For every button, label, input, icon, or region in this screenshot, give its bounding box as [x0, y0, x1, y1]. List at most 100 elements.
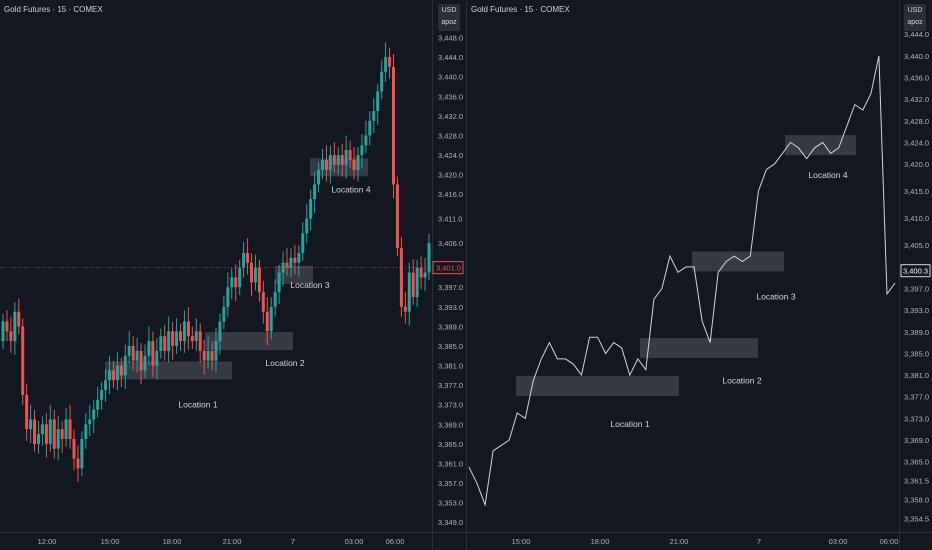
right-x-tick-label: 15:00	[512, 537, 531, 546]
right-currency-badge[interactable]: USD apoz	[904, 4, 926, 31]
candle-body	[100, 390, 104, 400]
right-location-4-label: Location 4	[808, 170, 847, 180]
candle-body	[139, 350, 143, 371]
right-zone-location-4	[785, 135, 856, 156]
right-unit: apoz	[907, 19, 923, 26]
left-y-tick-label: 3,444.0	[438, 53, 463, 62]
candle-body	[352, 159, 356, 170]
candle-body	[384, 57, 388, 72]
left-unit: apoz	[441, 19, 457, 26]
right-location-3-label: Location 3	[756, 292, 795, 302]
left-y-tick-label: 3,424.0	[438, 151, 463, 160]
candle-body	[21, 326, 25, 395]
right-y-tick-label: 3,389.0	[904, 328, 929, 337]
candle-body	[324, 159, 328, 170]
right-currency: USD	[907, 7, 923, 14]
candle-body	[364, 135, 368, 146]
candle-body	[261, 292, 265, 312]
candle-body	[190, 336, 194, 342]
right-x-tick-label: 03:00	[829, 537, 848, 546]
candle-body	[104, 380, 108, 391]
right-location-1-label: Location 1	[610, 419, 649, 429]
right-zone-location-3	[692, 251, 784, 272]
left-zone-location-2	[205, 332, 293, 351]
right-zone-location-1	[516, 375, 679, 396]
left-y-tick-label: 3,406.0	[438, 239, 463, 248]
left-currency-badge[interactable]: USD apoz	[438, 4, 460, 31]
right-chart-pane[interactable]: 3,444.0 3,440.0 3,436.0 3,432.0 3,428.0 3,424…	[466, 0, 932, 550]
left-y-tick-label: 3,365.0	[438, 440, 463, 449]
candle-body	[56, 429, 60, 449]
candle-body	[186, 321, 190, 337]
right-zone-location-2	[640, 338, 758, 359]
candle-body	[37, 434, 40, 444]
left-y-tick-label: 3,381.0	[438, 362, 463, 371]
candle-body	[175, 331, 179, 346]
candle-body	[131, 345, 135, 361]
candle-body	[380, 71, 384, 92]
candle-body	[33, 419, 37, 444]
candle-body	[80, 438, 84, 469]
left-y-tick-label: 3,349.0	[438, 518, 463, 527]
right-x-tick-label: 06:00	[880, 537, 899, 546]
candle-body	[392, 66, 395, 185]
left-price-tag	[432, 261, 464, 275]
candle-body	[317, 169, 321, 185]
left-price-axis[interactable]	[432, 0, 466, 550]
candle-body	[17, 311, 21, 327]
candle-body	[202, 350, 206, 361]
candle-body	[336, 155, 340, 165]
left-x-tick-label: 12:00	[38, 537, 57, 546]
left-x-tick-label: 06:00	[386, 537, 405, 546]
candle-body	[167, 331, 171, 351]
candle-body	[127, 345, 131, 356]
right-y-tick-label: 3,424.0	[904, 138, 929, 147]
candle-body	[407, 272, 411, 312]
left-chart-pane[interactable]: 3,448.0 3,444.0 3,440.0 3,436.0 3,432.0 3,428…	[0, 0, 466, 550]
right-location-2-label: Location 2	[722, 376, 761, 386]
candle-body	[340, 155, 344, 165]
candle-body	[344, 150, 348, 165]
candle-body	[356, 155, 360, 170]
candle-body	[321, 159, 324, 170]
candle-body	[399, 248, 403, 307]
right-y-tick-label: 3,444.0	[904, 30, 929, 39]
candle-body	[289, 257, 293, 268]
candle-body	[265, 311, 269, 332]
right-y-tick-label: 3,436.0	[904, 74, 929, 83]
candle-body	[171, 331, 175, 346]
candle-body	[419, 267, 423, 278]
candle-body	[423, 272, 427, 278]
candle-body	[108, 370, 111, 381]
candle-body	[155, 350, 159, 366]
left-y-tick-label: 3,353.0	[438, 499, 463, 508]
right-y-tick-label: 3,397.0	[904, 285, 929, 294]
left-y-tick-label: 3,448.0	[438, 34, 463, 43]
right-y-tick-label: 3,354.5	[904, 514, 929, 523]
right-y-tick-label: 3,440.0	[904, 52, 929, 61]
left-y-tick-label: 3,411.0	[438, 215, 462, 224]
left-y-tick-label: 3,373.0	[438, 401, 463, 410]
candle-body	[206, 350, 210, 361]
candle-body	[179, 331, 182, 342]
candle-body	[76, 458, 80, 469]
candle-body	[269, 306, 273, 332]
candle-body	[234, 277, 238, 288]
right-y-tick-label: 3,428.0	[904, 117, 929, 126]
left-price-tag-label: 3,401.0	[436, 264, 461, 273]
left-currency: USD	[441, 7, 457, 14]
right-y-tick-label: 3,373.0	[904, 414, 929, 423]
candle-body	[332, 155, 336, 165]
right-x-tick-label: 18:00	[591, 537, 610, 546]
candle-body	[182, 321, 186, 342]
candle-body	[9, 331, 13, 342]
right-x-tick-label: 21:00	[670, 537, 689, 546]
candle-body	[159, 336, 163, 351]
right-y-tick-label: 3,405.0	[904, 241, 929, 250]
candle-body	[376, 91, 380, 112]
right-y-tick-label: 3,358.0	[904, 496, 929, 505]
line-chart[interactable]: 3,444.0 3,440.0 3,436.0 3,432.0 3,428.0 3,424…	[467, 0, 932, 550]
candle-body	[403, 306, 407, 312]
candlestick-chart[interactable]: 3,448.0 3,444.0 3,440.0 3,436.0 3,432.0 3,428…	[0, 0, 466, 550]
candle-body	[328, 155, 332, 170]
